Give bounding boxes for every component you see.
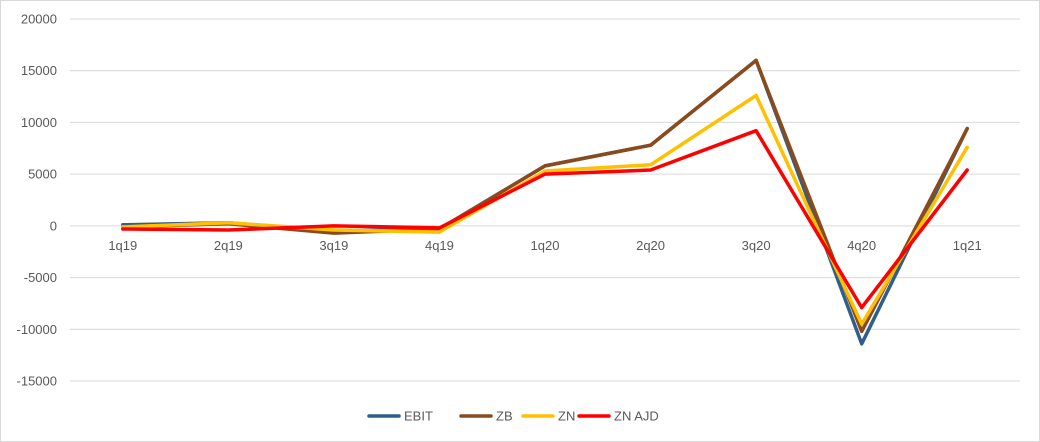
x-tick-label: 1q21 — [953, 238, 982, 253]
legend-item: EBIT — [367, 409, 433, 424]
legend-item: ZN — [521, 409, 575, 424]
series-line-zn-ajd — [121, 128, 969, 310]
legend-label: ZN AJD — [614, 409, 659, 424]
legend: EBIT ZB ZN ZN AJD — [367, 409, 659, 424]
y-tick-label: -10000 — [17, 322, 57, 337]
x-tick-label: 2q20 — [636, 238, 665, 253]
y-tick-label: 20000 — [21, 12, 57, 27]
x-axis: 1q19 2q19 3q19 4q19 1q20 2q20 3q20 4q20 1q21 — [108, 238, 981, 253]
legend-label: EBIT — [404, 409, 433, 424]
legend-item: ZN AJD — [577, 409, 659, 424]
y-tick-label: -5000 — [24, 270, 57, 285]
legend-item: ZB — [459, 409, 513, 424]
x-tick-label: 4q19 — [425, 238, 454, 253]
x-tick-label: 3q19 — [319, 238, 348, 253]
x-tick-label: 3q20 — [742, 238, 771, 253]
gridlines — [70, 18, 1020, 382]
x-tick-label: 1q19 — [108, 238, 137, 253]
y-axis: 20000 15000 10000 5000 0 -5000 -10000 -15000 — [17, 12, 57, 389]
y-tick-label: 5000 — [28, 167, 57, 182]
y-tick-label: 10000 — [21, 115, 57, 130]
x-tick-label: 4q20 — [847, 238, 876, 253]
series-lines — [121, 58, 969, 346]
legend-label: ZN — [558, 409, 575, 424]
y-tick-label: 15000 — [21, 63, 57, 78]
y-tick-label: -15000 — [17, 374, 57, 389]
x-tick-label: 2q19 — [214, 238, 243, 253]
x-tick-label: 1q20 — [531, 238, 560, 253]
y-tick-label: 0 — [50, 218, 57, 233]
legend-label: ZB — [496, 409, 513, 424]
